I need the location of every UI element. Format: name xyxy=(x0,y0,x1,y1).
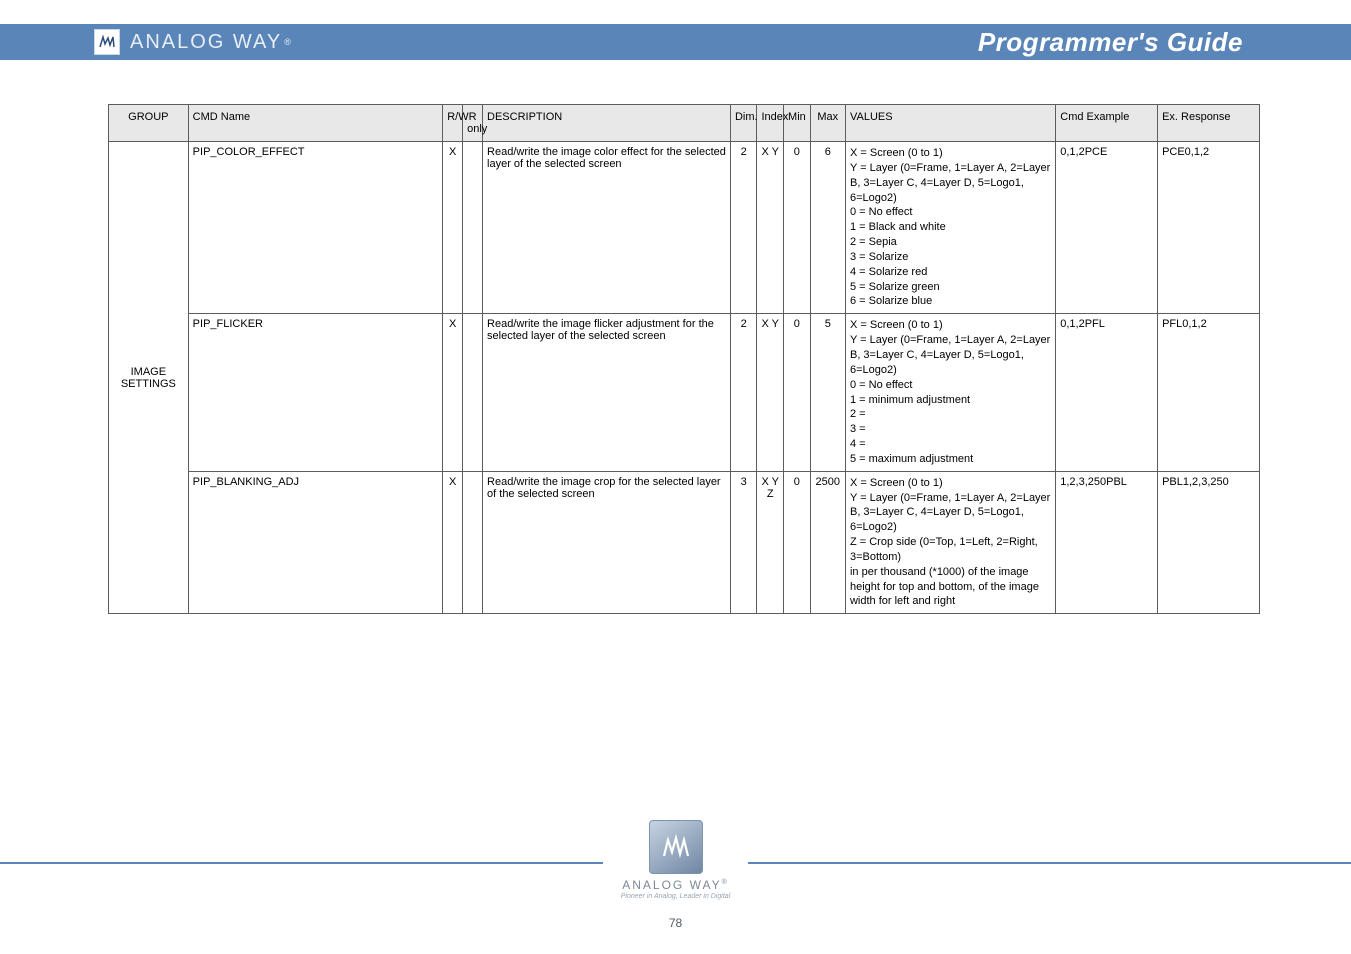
value-line: Y = Layer (0=Frame, 1=Layer A, 2=Layer B… xyxy=(850,161,1051,206)
value-line: 0 = No effect xyxy=(850,205,1051,220)
col-rw: R/W xyxy=(443,105,463,142)
max-cell: 2500 xyxy=(810,471,845,614)
value-line: 6 = Solarize blue xyxy=(850,294,1051,309)
header-band: ANALOG WAY ® Programmer's Guide xyxy=(0,24,1351,60)
min-cell: 0 xyxy=(784,471,811,614)
min-cell: 0 xyxy=(784,142,811,314)
brand: ANALOG WAY ® xyxy=(94,29,293,55)
value-line: 3 = xyxy=(850,422,1051,437)
values-cell: X = Screen (0 to 1)Y = Layer (0=Frame, 1… xyxy=(845,142,1055,314)
brand-logo-icon xyxy=(94,29,120,55)
example-cell: 1,2,3,250PBL xyxy=(1056,471,1158,614)
col-dim: Dim. xyxy=(730,105,757,142)
value-line: Y = Layer (0=Frame, 1=Layer A, 2=Layer B… xyxy=(850,491,1051,536)
values-cell: X = Screen (0 to 1)Y = Layer (0=Frame, 1… xyxy=(845,314,1055,471)
footer-rule-right xyxy=(748,862,1351,864)
col-cmd: CMD Name xyxy=(188,105,443,142)
col-desc: DESCRIPTION xyxy=(483,105,731,142)
ro-cell xyxy=(463,314,483,471)
col-min: Min xyxy=(784,105,811,142)
value-line: 1 = minimum adjustment xyxy=(850,393,1051,408)
footer: ANALOG WAY® Pioneer in Analog, Leader in… xyxy=(0,826,1351,900)
col-values: VALUES xyxy=(845,105,1055,142)
desc-cell: Read/write the image color effect for th… xyxy=(483,142,731,314)
example-cell: 0,1,2PFL xyxy=(1056,314,1158,471)
value-line: 1 = Black and white xyxy=(850,220,1051,235)
dim-cell: 2 xyxy=(730,314,757,471)
command-table: GROUP CMD Name R/W R only DESCRIPTION Di… xyxy=(108,104,1260,614)
cmd-name: PIP_BLANKING_ADJ xyxy=(188,471,443,614)
dim-cell: 2 xyxy=(730,142,757,314)
max-cell: 6 xyxy=(810,142,845,314)
brand-name: ANALOG WAY xyxy=(130,31,282,54)
ro-cell xyxy=(463,142,483,314)
value-line: Y = Layer (0=Frame, 1=Layer A, 2=Layer B… xyxy=(850,333,1051,378)
value-line: 4 = Solarize red xyxy=(850,265,1051,280)
col-index: Index xyxy=(757,105,784,142)
idx-cell: X Y Z xyxy=(757,471,784,614)
value-line: in per thousand (*1000) of the image hei… xyxy=(850,565,1051,610)
max-cell: 5 xyxy=(810,314,845,471)
footer-wordmark-text: ANALOG WAY xyxy=(622,878,721,892)
value-line: 2 = Sepia xyxy=(850,235,1051,250)
footer-center: ANALOG WAY® Pioneer in Analog, Leader in… xyxy=(603,820,748,900)
table-row: PIP_BLANKING_ADJXRead/write the image cr… xyxy=(109,471,1260,614)
value-line: 4 = xyxy=(850,437,1051,452)
response-cell: PCE0,1,2 xyxy=(1158,142,1260,314)
table-header-row: GROUP CMD Name R/W R only DESCRIPTION Di… xyxy=(109,105,1260,142)
col-response: Ex. Response xyxy=(1158,105,1260,142)
command-table-wrap: GROUP CMD Name R/W R only DESCRIPTION Di… xyxy=(108,104,1260,614)
value-line: X = Screen (0 to 1) xyxy=(850,318,1051,333)
value-line: Z = Crop side (0=Top, 1=Left, 2=Right, 3… xyxy=(850,535,1051,565)
idx-cell: X Y xyxy=(757,142,784,314)
response-cell: PFL0,1,2 xyxy=(1158,314,1260,471)
brand-reg: ® xyxy=(284,37,293,47)
table-row: IMAGE SETTINGSPIP_COLOR_EFFECTXRead/writ… xyxy=(109,142,1260,314)
value-line: 3 = Solarize xyxy=(850,250,1051,265)
dim-cell: 3 xyxy=(730,471,757,614)
table-row: PIP_FLICKERXRead/write the image flicker… xyxy=(109,314,1260,471)
response-cell: PBL1,2,3,250 xyxy=(1158,471,1260,614)
rw-cell: X xyxy=(443,471,463,614)
min-cell: 0 xyxy=(784,314,811,471)
value-line: 5 = Solarize green xyxy=(850,280,1051,295)
footer-reg: ® xyxy=(722,879,729,886)
col-example: Cmd Example xyxy=(1056,105,1158,142)
desc-cell: Read/write the image flicker adjustment … xyxy=(483,314,731,471)
value-line: 5 = maximum adjustment xyxy=(850,452,1051,467)
footer-logo-icon xyxy=(649,820,703,874)
desc-cell: Read/write the image crop for the select… xyxy=(483,471,731,614)
page-number: 78 xyxy=(0,916,1351,930)
ro-cell xyxy=(463,471,483,614)
cmd-name: PIP_FLICKER xyxy=(188,314,443,471)
values-cell: X = Screen (0 to 1)Y = Layer (0=Frame, 1… xyxy=(845,471,1055,614)
value-line: 2 = xyxy=(850,407,1051,422)
cmd-name: PIP_COLOR_EFFECT xyxy=(188,142,443,314)
col-group: GROUP xyxy=(109,105,189,142)
value-line: X = Screen (0 to 1) xyxy=(850,476,1051,491)
footer-rule-left xyxy=(0,862,603,864)
example-cell: 0,1,2PCE xyxy=(1056,142,1158,314)
footer-tagline: Pioneer in Analog, Leader in Digital xyxy=(621,893,730,900)
group-cell: IMAGE SETTINGS xyxy=(109,142,189,614)
footer-wordmark: ANALOG WAY® xyxy=(622,878,729,892)
rw-cell: X xyxy=(443,314,463,471)
value-line: X = Screen (0 to 1) xyxy=(850,146,1051,161)
col-max: Max xyxy=(810,105,845,142)
doc-title: Programmer's Guide xyxy=(978,27,1243,58)
value-line: 0 = No effect xyxy=(850,378,1051,393)
idx-cell: X Y xyxy=(757,314,784,471)
rw-cell: X xyxy=(443,142,463,314)
